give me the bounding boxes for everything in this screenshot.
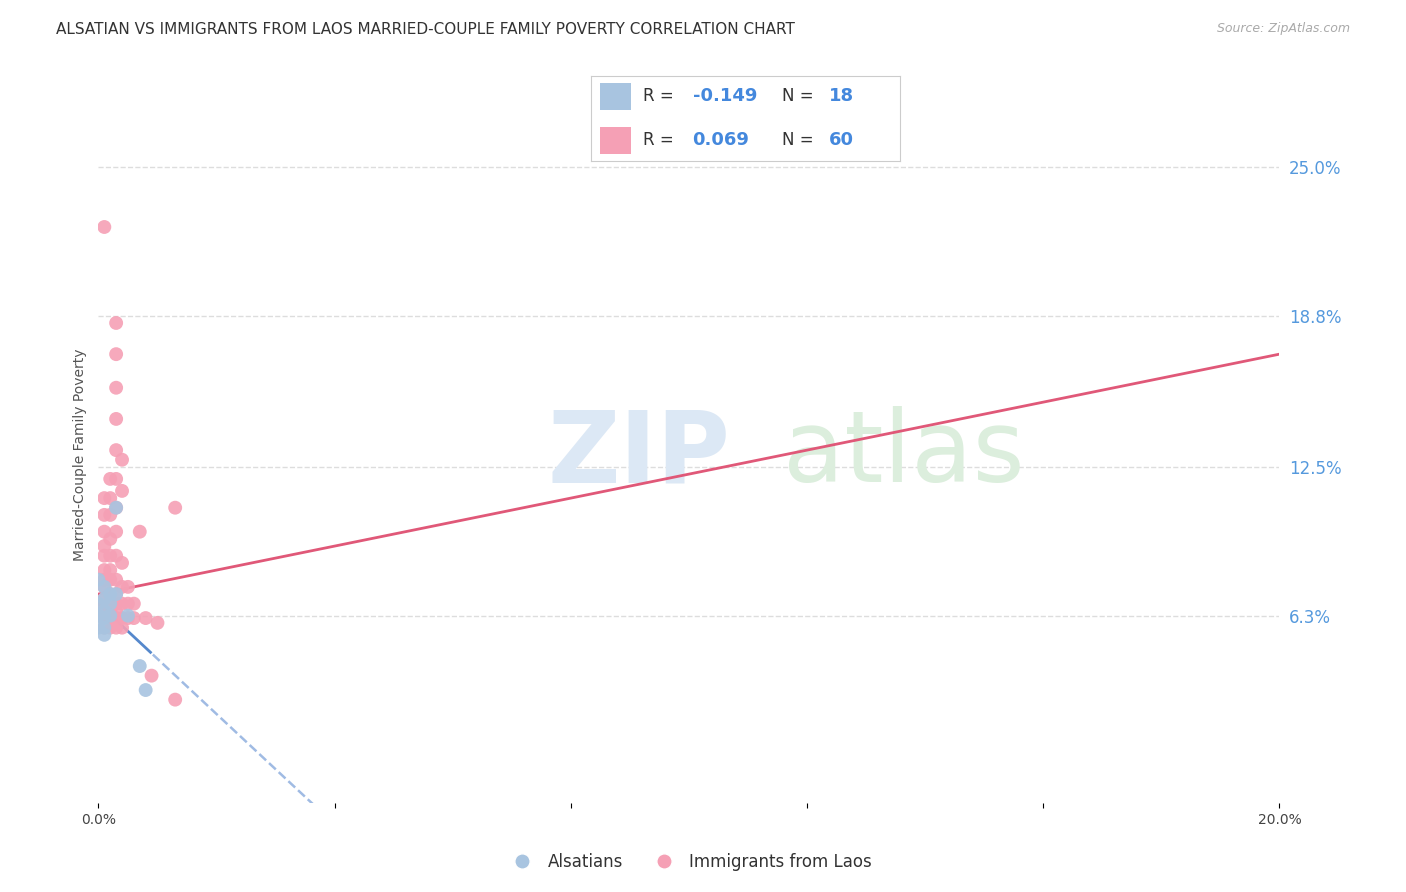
Text: ALSATIAN VS IMMIGRANTS FROM LAOS MARRIED-COUPLE FAMILY POVERTY CORRELATION CHART: ALSATIAN VS IMMIGRANTS FROM LAOS MARRIED… bbox=[56, 22, 796, 37]
Point bbox=[93, 611, 115, 625]
Point bbox=[98, 608, 121, 623]
Point bbox=[93, 604, 115, 618]
Point bbox=[93, 508, 115, 522]
Text: atlas: atlas bbox=[783, 407, 1025, 503]
Point bbox=[93, 219, 115, 234]
Text: N =: N = bbox=[782, 87, 814, 105]
Point bbox=[98, 563, 121, 577]
Point bbox=[98, 587, 121, 601]
Point bbox=[122, 597, 145, 611]
Point bbox=[105, 621, 128, 635]
Point bbox=[105, 412, 128, 426]
Point bbox=[93, 563, 115, 577]
Point bbox=[98, 621, 121, 635]
Point bbox=[98, 604, 121, 618]
Point bbox=[105, 597, 128, 611]
Point bbox=[93, 621, 115, 635]
Point bbox=[93, 621, 115, 635]
Point bbox=[122, 611, 145, 625]
Point bbox=[93, 591, 115, 606]
Point bbox=[98, 597, 121, 611]
Point bbox=[111, 483, 134, 498]
Legend: Alsatians, Immigrants from Laos: Alsatians, Immigrants from Laos bbox=[499, 847, 879, 878]
Point bbox=[117, 608, 139, 623]
Point bbox=[111, 452, 134, 467]
Point bbox=[105, 443, 128, 458]
Point bbox=[98, 508, 121, 522]
Text: 60: 60 bbox=[828, 131, 853, 149]
Point bbox=[146, 615, 169, 630]
Point bbox=[105, 587, 128, 601]
Point bbox=[93, 573, 115, 587]
Point bbox=[105, 500, 128, 515]
Text: ZIP: ZIP bbox=[547, 407, 730, 503]
Point bbox=[93, 628, 115, 642]
Point bbox=[117, 580, 139, 594]
Point bbox=[165, 692, 187, 706]
Point bbox=[105, 604, 128, 618]
Y-axis label: Married-Couple Family Poverty: Married-Couple Family Poverty bbox=[73, 349, 87, 561]
Point bbox=[93, 539, 115, 553]
Point bbox=[87, 597, 110, 611]
Point bbox=[93, 591, 115, 606]
Point bbox=[98, 491, 121, 505]
Bar bbox=[600, 83, 631, 110]
Point bbox=[141, 668, 163, 682]
Point bbox=[111, 556, 134, 570]
Point bbox=[111, 621, 134, 635]
Point bbox=[93, 580, 115, 594]
Point bbox=[105, 573, 128, 587]
Point bbox=[111, 597, 134, 611]
Point bbox=[117, 611, 139, 625]
Point bbox=[111, 611, 134, 625]
Point bbox=[128, 659, 150, 673]
Point bbox=[98, 611, 121, 625]
Point bbox=[105, 500, 128, 515]
Bar bbox=[600, 127, 631, 153]
Point bbox=[93, 524, 115, 539]
Point bbox=[105, 549, 128, 563]
Point bbox=[105, 524, 128, 539]
Point bbox=[93, 611, 115, 625]
Text: 0.069: 0.069 bbox=[693, 131, 749, 149]
Point bbox=[165, 500, 187, 515]
Point bbox=[105, 472, 128, 486]
Text: R =: R = bbox=[643, 87, 673, 105]
Point bbox=[105, 611, 128, 625]
Point bbox=[93, 604, 115, 618]
Point bbox=[93, 580, 115, 594]
Point bbox=[135, 683, 157, 698]
Point bbox=[117, 597, 139, 611]
Point bbox=[98, 597, 121, 611]
Point bbox=[87, 597, 110, 611]
Point bbox=[105, 381, 128, 395]
Text: -0.149: -0.149 bbox=[693, 87, 756, 105]
Point bbox=[87, 608, 110, 623]
Text: R =: R = bbox=[643, 131, 673, 149]
Text: 18: 18 bbox=[828, 87, 853, 105]
Point bbox=[111, 580, 134, 594]
Point bbox=[87, 621, 110, 635]
Point bbox=[93, 549, 115, 563]
Point bbox=[93, 491, 115, 505]
Point bbox=[98, 549, 121, 563]
Text: Source: ZipAtlas.com: Source: ZipAtlas.com bbox=[1216, 22, 1350, 36]
Point bbox=[98, 472, 121, 486]
Point bbox=[98, 587, 121, 601]
Point bbox=[105, 316, 128, 330]
Point bbox=[105, 347, 128, 361]
Point bbox=[87, 608, 110, 623]
Point bbox=[135, 611, 157, 625]
Point bbox=[98, 532, 121, 546]
Point bbox=[98, 573, 121, 587]
Point bbox=[87, 573, 110, 587]
Point bbox=[105, 587, 128, 601]
Point bbox=[128, 524, 150, 539]
Text: N =: N = bbox=[782, 131, 814, 149]
